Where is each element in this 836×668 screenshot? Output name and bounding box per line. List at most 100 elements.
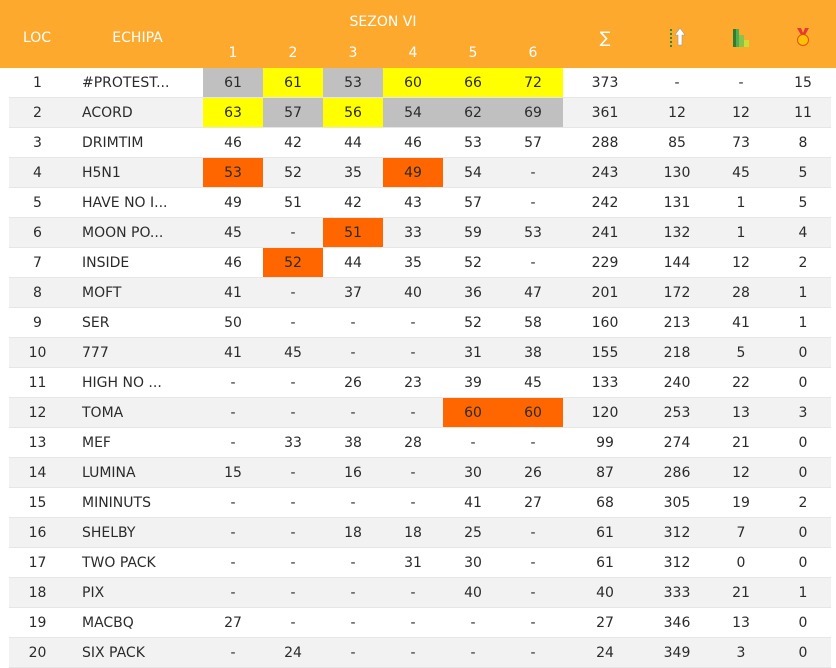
table-row[interactable]: 12 TOMA - - - -60 60 120 253 13 3 [9, 397, 831, 428]
table-row[interactable]: 8 MOFT 41-37 40 36 47 201 172 28 1 [9, 277, 831, 308]
team-name-cell: #PROTEST... [66, 68, 203, 98]
round-3-cell: - [323, 487, 383, 518]
round-1-cell: - [203, 367, 263, 398]
season-header: SEZON VI [349, 14, 417, 30]
round-5-header[interactable]: 5 [468, 45, 478, 61]
table-row[interactable]: 6 MOON PO... 45-51 33 59 53 241 132 1 4 [9, 217, 831, 248]
table-row[interactable]: 2 ACORD 63 57 56 54 62 69 361 12 12 11 [9, 97, 831, 128]
round-4-header[interactable]: 4 [408, 45, 418, 61]
table-row[interactable]: 10 777 41 45- -31 38 155 218 5 0 [9, 337, 831, 368]
table-row[interactable]: 11 HIGH NO ... - -26 23 39 45 133 240 22 0 [9, 367, 831, 398]
sum-cell: 373 [563, 68, 647, 98]
sum-cell: 120 [563, 397, 647, 428]
round-2-cell: - [263, 217, 323, 248]
round-6-cell: 53 [503, 217, 563, 248]
table-row[interactable]: 16 SHELBY - -18 18 25-61 312 7 0 [9, 517, 831, 548]
table-row[interactable]: 3 DRIMTIM 46 42 44 46 53 57 288 85 73 8 [9, 127, 831, 158]
table-row[interactable]: 9 SER 50- - -52 58 160 213 41 1 [9, 307, 831, 338]
team-name-cell: TWO PACK [66, 547, 203, 578]
col-loc-header[interactable]: LOC [22, 30, 52, 46]
team-name-cell: LUMINA [66, 457, 203, 488]
rank-cell: 5 [9, 187, 66, 218]
rank-cell: 11 [9, 367, 66, 398]
round-6-cell: 27 [503, 487, 563, 518]
medals-cell: 0 [775, 547, 831, 578]
table-header: LOC ECHIPA SEZON VI 1 2 3 4 5 6 ∑ [0, 0, 836, 68]
round-3-header[interactable]: 3 [348, 45, 358, 61]
round-4-cell: 46 [383, 127, 443, 158]
points-behind-cell: 274 [647, 427, 707, 458]
round-5-cell: 39 [443, 367, 503, 398]
gap-cell: 73 [707, 127, 775, 158]
round-5-cell: 54 [443, 157, 503, 188]
team-name-cell: INSIDE [66, 247, 203, 278]
table-row[interactable]: 14 LUMINA 15-16-30 26 87 286 12 0 [9, 457, 831, 488]
table-row[interactable]: 19 MACBQ 27- - - - -27 346 13 0 [9, 607, 831, 638]
round-1-cell: - [203, 517, 263, 548]
round-6-header[interactable]: 6 [528, 45, 538, 61]
round-6-cell: 26 [503, 457, 563, 488]
table-row[interactable]: 15 MININUTS - - - -41 27 68 305 19 2 [9, 487, 831, 518]
table-row[interactable]: 18 PIX - - - -40-40 333 21 1 [9, 577, 831, 608]
round-6-cell: - [503, 517, 563, 548]
round-2-header[interactable]: 2 [288, 45, 298, 61]
round-4-cell: 40 [383, 277, 443, 308]
col-sum-header[interactable]: ∑ [599, 28, 611, 47]
round-6-cell: - [503, 157, 563, 188]
round-1-cell: 27 [203, 607, 263, 638]
team-name-cell: SER [66, 307, 203, 338]
gap-cell: 1 [707, 217, 775, 248]
medals-cell: 0 [775, 367, 831, 398]
table-row[interactable]: 13 MEF -33 38 28- -99 274 21 0 [9, 427, 831, 458]
round-2-cell: 52 [263, 247, 323, 278]
round-5-cell: 52 [443, 247, 503, 278]
round-5-cell: 30 [443, 547, 503, 578]
round-3-cell: 37 [323, 277, 383, 308]
table-row[interactable]: 17 TWO PACK - - -31 30-61 312 0 0 [9, 547, 831, 578]
points-behind-cell: 131 [647, 187, 707, 218]
gap-cell: 21 [707, 427, 775, 458]
round-3-cell: 35 [323, 157, 383, 188]
sum-cell: 68 [563, 487, 647, 518]
col-team-header[interactable]: ECHIPA [112, 30, 163, 46]
round-5-cell: 41 [443, 487, 503, 518]
table-row[interactable]: 4 H5N1 53 52 35 49 54-243 130 45 5 [9, 157, 831, 188]
rank-cell: 10 [9, 337, 66, 368]
gap-cell: 22 [707, 367, 775, 398]
round-3-cell: 44 [323, 127, 383, 158]
sum-cell: 160 [563, 307, 647, 338]
round-2-cell: - [263, 397, 323, 428]
table-row[interactable]: 7 INSIDE 46 52 44 35 52-229 144 12 2 [9, 247, 831, 278]
round-2-cell: 52 [263, 157, 323, 188]
team-name-cell: MOFT [66, 277, 203, 308]
sum-cell: 61 [563, 517, 647, 548]
round-5-cell: 62 [443, 97, 503, 128]
points-up-icon[interactable] [647, 26, 707, 48]
team-name-cell: 777 [66, 337, 203, 368]
gap-cell: 28 [707, 277, 775, 308]
team-name-cell: TOMA [66, 397, 203, 428]
round-3-cell: - [323, 637, 383, 668]
medal-icon[interactable] [775, 27, 831, 47]
table-row[interactable]: 1 #PROTEST... 61 61 53 60 66 72 373- -15 [9, 68, 831, 98]
sum-cell: 133 [563, 367, 647, 398]
table-row[interactable]: 5 HAVE NO I... 49 51 42 43 57-242 131 1 5 [9, 187, 831, 218]
gap-cell: 41 [707, 307, 775, 338]
table-row[interactable]: 20 SIX PACK -24- - - -24 349 3 0 [9, 637, 831, 668]
round-4-cell: 31 [383, 547, 443, 578]
stairs-icon[interactable] [707, 26, 775, 48]
round-5-cell: 40 [443, 577, 503, 608]
round-1-cell: - [203, 397, 263, 428]
gap-cell: 12 [707, 247, 775, 278]
medals-cell: 1 [775, 577, 831, 608]
rank-cell: 14 [9, 457, 66, 488]
medals-cell: 5 [775, 157, 831, 188]
round-6-cell: - [503, 577, 563, 608]
rank-cell: 2 [9, 97, 66, 128]
round-1-header[interactable]: 1 [228, 45, 238, 61]
team-name-cell: MOON PO... [66, 217, 203, 248]
sum-cell: 27 [563, 607, 647, 638]
round-1-cell: - [203, 637, 263, 668]
round-4-cell: - [383, 577, 443, 608]
round-4-cell: - [383, 487, 443, 518]
